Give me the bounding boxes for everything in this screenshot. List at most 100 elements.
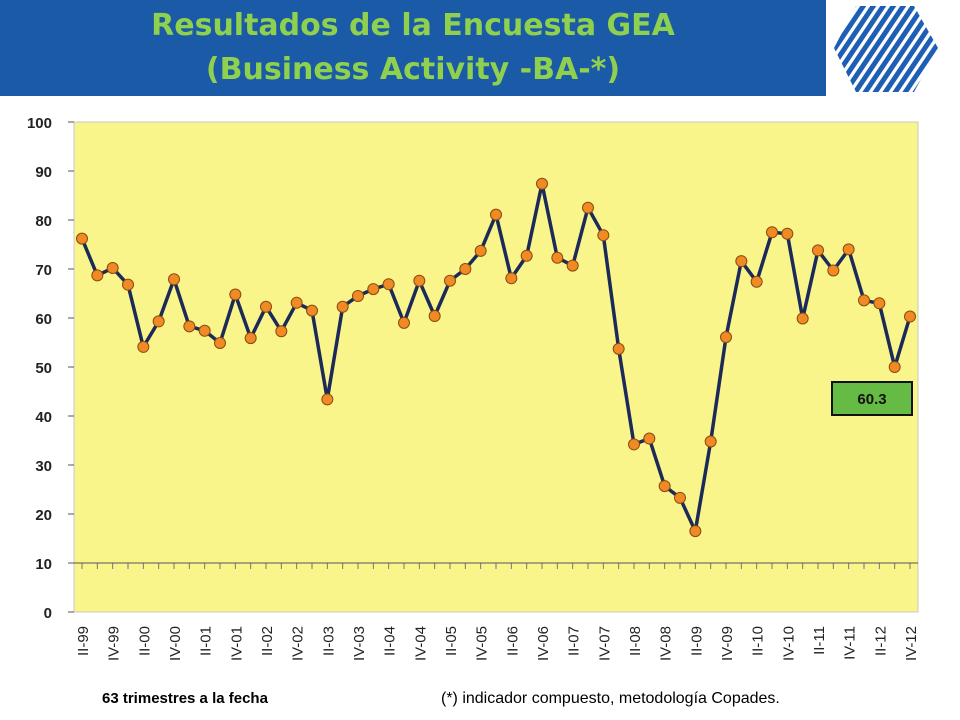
y-tick-label: 0 <box>44 605 52 622</box>
data-point <box>428 310 441 323</box>
logo-stripe <box>834 6 893 92</box>
x-tick-label: II-11 <box>811 626 828 655</box>
x-tick-label: II-02 <box>259 626 276 656</box>
page-title-line1: Resultados de la Encuesta GEA <box>151 8 675 43</box>
x-tick-label: IV-01 <box>228 626 245 661</box>
data-point <box>643 432 656 445</box>
trimester-count-note: 63 trimestres a la fecha <box>102 690 268 707</box>
header-band: Resultados de la Encuesta GEA (Business … <box>0 0 826 96</box>
data-point <box>260 300 272 313</box>
data-point <box>275 325 288 338</box>
data-point <box>873 297 886 310</box>
x-tick-label: II-00 <box>136 626 153 656</box>
y-tick-label: 30 <box>35 458 52 475</box>
y-tick-label: 100 <box>27 115 52 132</box>
logo-stripe <box>887 6 938 92</box>
x-tick-label: II-04 <box>382 626 399 656</box>
x-tick-label: II-09 <box>688 626 705 656</box>
x-tick-label: IV-10 <box>780 626 797 661</box>
y-tick-label: 60 <box>35 311 52 328</box>
data-point <box>796 312 809 325</box>
logo-stripe <box>950 0 960 96</box>
data-point <box>444 274 456 287</box>
logo-stripe <box>834 6 883 92</box>
data-point <box>214 336 226 349</box>
x-tick-label: II-12 <box>872 626 889 656</box>
x-tick-label: II-03 <box>320 626 337 656</box>
data-point <box>367 283 380 296</box>
y-tick-label: 70 <box>35 262 52 279</box>
y-tick-label: 40 <box>35 409 52 426</box>
data-point <box>321 393 334 406</box>
data-point <box>612 342 625 355</box>
data-point <box>520 249 533 262</box>
data-point <box>382 278 395 291</box>
x-tick-label: II-07 <box>566 626 583 656</box>
data-point <box>168 273 180 286</box>
data-point <box>106 262 119 275</box>
data-point <box>505 272 518 285</box>
x-tick-label: IV-11 <box>842 626 859 660</box>
x-tick-label: II-99 <box>75 626 92 656</box>
x-tick-label: IV-05 <box>474 626 491 661</box>
data-point <box>290 296 303 309</box>
data-point <box>152 315 165 328</box>
y-tick-label: 50 <box>35 360 52 377</box>
striped-hexagon-logo-icon <box>834 0 960 96</box>
x-tick-label: IV-08 <box>658 626 675 661</box>
data-point <box>674 491 686 504</box>
plot-area <box>73 121 919 613</box>
y-tick-label: 80 <box>35 213 52 230</box>
logo-stripe <box>847 6 923 92</box>
x-tick-label: IV-12 <box>903 626 920 661</box>
data-point <box>582 201 594 214</box>
x-tick-label: IV-07 <box>596 626 613 661</box>
x-tick-label: IV-06 <box>535 626 552 661</box>
data-point <box>766 226 778 239</box>
data-point <box>122 278 134 291</box>
x-tick-label: IV-04 <box>412 626 429 661</box>
data-point <box>413 274 426 287</box>
data-point <box>244 332 257 345</box>
page-title-line2: (Business Activity -BA-*) <box>205 52 621 87</box>
data-point <box>490 208 502 221</box>
data-point <box>229 288 242 301</box>
data-point <box>704 435 717 448</box>
data-point <box>566 259 579 272</box>
x-tick-label: II-01 <box>198 626 215 656</box>
data-point <box>137 340 150 353</box>
data-point <box>658 480 671 493</box>
y-tick-label: 90 <box>35 164 52 181</box>
x-tick-label: IV-09 <box>719 626 736 661</box>
logo-stripe <box>834 6 873 92</box>
methodology-note: (*) indicador compuesto, metodología Cop… <box>441 690 780 707</box>
data-point <box>597 229 610 242</box>
data-point <box>827 264 840 277</box>
logo-stripe <box>937 6 938 92</box>
data-point <box>689 525 702 538</box>
data-point <box>306 304 318 317</box>
x-tick-label: IV-02 <box>290 626 307 661</box>
data-point <box>91 269 104 282</box>
data-point <box>781 227 794 240</box>
data-point <box>474 244 487 257</box>
logo-stripe <box>897 6 938 92</box>
x-tick-label: IV-99 <box>106 626 123 661</box>
logo-stripe <box>877 6 938 92</box>
data-point <box>735 255 748 268</box>
chart: 0 10 20 30 40 50 60 70 80 90 100 II-99 IV-99 II-00 IV-… <box>27 115 920 661</box>
last-value-box <box>831 381 913 416</box>
data-point <box>842 243 855 256</box>
data-point <box>720 331 732 344</box>
y-tick-label: 10 <box>35 556 52 573</box>
y-tick-label: 20 <box>35 507 52 524</box>
data-point <box>628 438 640 451</box>
data-point <box>812 244 824 257</box>
logo-stripe <box>837 6 913 92</box>
data-point <box>904 310 916 323</box>
data-point <box>398 316 410 329</box>
x-tick-label: IV-00 <box>167 626 184 661</box>
data-point <box>551 251 564 264</box>
data-point <box>198 324 211 337</box>
last-value-label: 60.3 <box>857 391 886 408</box>
